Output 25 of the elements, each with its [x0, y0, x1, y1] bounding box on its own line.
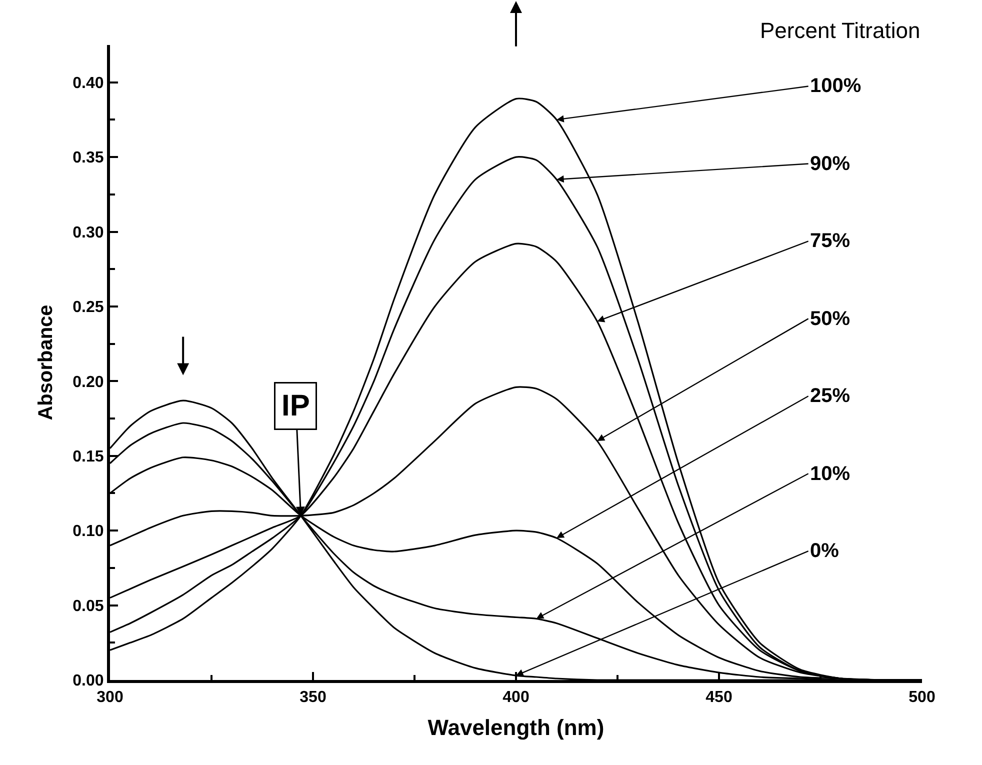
y-tick-label: 0.30 [72, 224, 104, 242]
y-tick-label: 0.05 [72, 598, 104, 615]
x-tick-label: 500 [908, 689, 936, 706]
annotation: 90% [810, 153, 850, 175]
annotation: 10% [810, 463, 850, 485]
annotation: 25% [810, 385, 850, 407]
x-axis-title: Wavelength (nm) [428, 715, 604, 740]
y-tick-label: 0.20 [72, 374, 104, 391]
annotation: 100% [810, 75, 862, 97]
x-tick-label: 350 [300, 689, 326, 706]
legend-title: Percent Titration [760, 18, 920, 43]
y-tick-label: 0.10 [72, 523, 104, 540]
x-tick-label: 300 [96, 689, 124, 706]
y-tick-label: 0.25 [72, 299, 104, 316]
y-tick-label: 0.35 [72, 150, 104, 167]
annotation: 75% [810, 230, 850, 252]
x-tick-label: 400 [502, 689, 530, 706]
annotation: 50% [810, 308, 850, 330]
annotation: IP [282, 390, 310, 422]
annotation: 0% [810, 540, 840, 562]
x-tick-label: 450 [706, 689, 732, 706]
y-axis-title: Absorbance [35, 304, 58, 420]
y-tick-label: 0.00 [72, 672, 104, 690]
y-tick-label: 0.40 [72, 74, 104, 92]
y-tick-label: 0.15 [72, 448, 104, 466]
